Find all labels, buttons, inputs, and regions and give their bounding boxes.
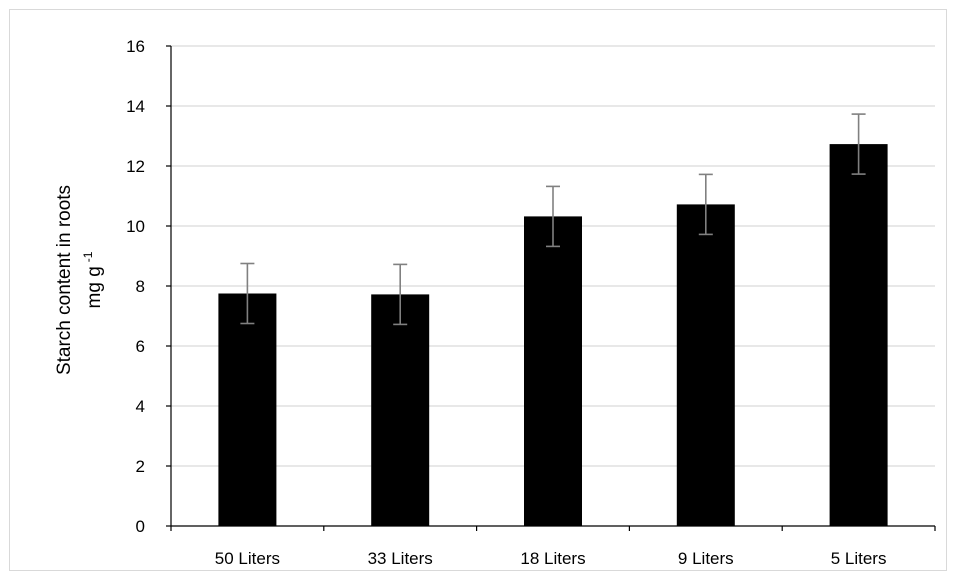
bar (524, 216, 582, 526)
y-tick-label: 8 (136, 277, 145, 296)
y-tick-label: 14 (126, 97, 145, 116)
bar (218, 293, 277, 526)
y-tick-label: 0 (136, 517, 145, 536)
y-tick-label: 10 (126, 217, 145, 236)
y-axis-title-line1: Starch content in roots (54, 185, 75, 375)
x-tick-label: 50 Liters (215, 549, 280, 568)
y-tick-label: 2 (136, 457, 145, 476)
bars (218, 144, 888, 526)
y-tick-label: 16 (126, 37, 145, 56)
bar (371, 294, 430, 526)
error-bar (851, 113, 866, 175)
x-tick-label: 33 Liters (368, 549, 433, 568)
error-bar (393, 263, 408, 326)
bar (829, 144, 888, 526)
y-tick-label: 4 (136, 397, 145, 416)
y-axis-title-unit: mg g -1 (81, 251, 105, 308)
chart-frame (9, 9, 947, 571)
y-axis-unit-superscript: -1 (81, 251, 95, 262)
y-tick-label: 12 (126, 157, 145, 176)
y-axis-unit-text: mg g (84, 266, 105, 308)
x-tick-labels: 50 Liters 33 Liters 18 Liters 9 Liters 5 Lit… (215, 549, 887, 568)
error-bar (698, 173, 713, 236)
error-bar (546, 185, 560, 248)
x-tick-label: 5 Liters (831, 549, 887, 568)
y-tick-label: 6 (136, 337, 145, 356)
y-axis-title: Starch content in roots (54, 185, 75, 375)
x-tick-label: 9 Liters (678, 549, 734, 568)
bar (676, 204, 735, 526)
axes (166, 45, 936, 531)
x-tick-label: 18 Liters (520, 549, 585, 568)
error-bar (240, 262, 255, 325)
error-bars (240, 113, 866, 326)
y-tick-labels: 0 2 4 6 8 10 12 14 16 (126, 37, 145, 536)
